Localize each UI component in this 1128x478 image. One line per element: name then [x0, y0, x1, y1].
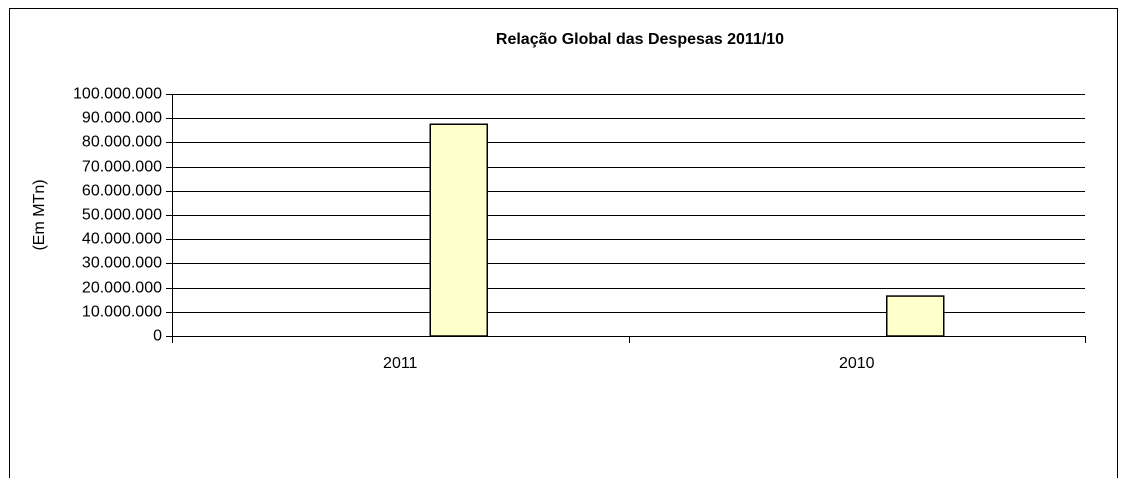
y-tick-label: 60.000.000 [82, 183, 162, 200]
y-tick-label: 40.000.000 [82, 231, 162, 248]
y-tick-label: 50.000.000 [82, 207, 162, 224]
y-tick-label: 20.000.000 [82, 280, 162, 297]
chart-title: Relação Global das Despesas 2011/10 [496, 31, 784, 48]
y-tick-label: 90.000.000 [82, 110, 162, 127]
y-tick-label: 10.000.000 [82, 304, 162, 321]
x-tick-label: 2011 [383, 355, 418, 372]
bar [886, 295, 945, 337]
y-tick-label: 80.000.000 [82, 134, 162, 151]
y-tick-label: 70.000.000 [82, 159, 162, 176]
chart-frame [9, 8, 1118, 478]
y-tick-label: 0 [153, 328, 162, 345]
bar [429, 123, 488, 337]
y-tick-label: 30.000.000 [82, 255, 162, 272]
y-tick-label: 100.000.000 [73, 86, 162, 103]
y-axis-label: (Em MTn) [31, 179, 48, 250]
x-tick-label: 2010 [839, 355, 875, 372]
